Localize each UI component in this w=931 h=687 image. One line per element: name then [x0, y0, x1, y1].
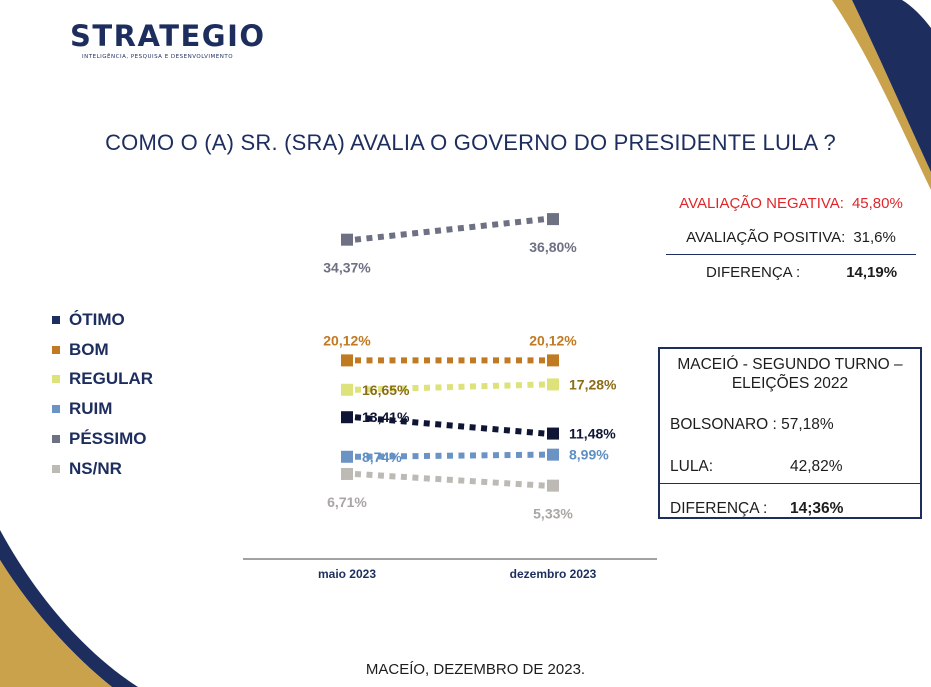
- series-line-regular: [354, 381, 546, 393]
- bolsonaro-row: BOLSONARO : 57,18%: [670, 416, 834, 434]
- election-title: MACEIÓ - SEGUNDO TURNO – ELEIÇÕES 2022: [677, 356, 903, 392]
- data-label-pessimo-1: 36,80%: [529, 239, 577, 255]
- data-label-regular-0: 16,65%: [362, 382, 410, 398]
- chart-legend: ÓTIMO BOM REGULAR RUIM PÉSSIMO NS/NR: [52, 305, 153, 484]
- legend-item-bom: BOM: [52, 335, 153, 365]
- footer-location-date: MACEÍO, DEZEMBRO DE 2023.: [365, 661, 586, 678]
- data-label-otimo-1: 11,48%: [569, 426, 616, 442]
- legend-item-ruim: RUIM: [52, 394, 153, 424]
- data-label-bom-1: 20,12%: [529, 332, 577, 348]
- legend-swatch-pessimo: [52, 435, 60, 444]
- legend-swatch-bom: [52, 345, 60, 354]
- legend-item-ns-nr: NS/NR: [52, 454, 153, 484]
- legend-label-otimo: ÓTIMO: [69, 309, 125, 329]
- legend-label-ruim: RUIM: [69, 399, 113, 419]
- data-point-bom-1: [547, 354, 559, 367]
- legend-swatch-regular: [52, 375, 60, 384]
- data-point-ns-nr-0: [341, 467, 353, 480]
- data-label-bom-0: 20,12%: [323, 332, 371, 348]
- lula-label: LULA:: [670, 458, 714, 475]
- x-tick-label-maio-2023: maio 2023: [318, 567, 376, 581]
- legend-label-regular: REGULAR: [69, 369, 154, 389]
- positive-evaluation-value: 31,6%: [853, 228, 896, 246]
- positive-evaluation-row: AVALIAÇÃO POSITIVA: 31,6%: [666, 220, 916, 254]
- negative-evaluation-row: AVALIAÇÃO NEGATIVA: 45,80%: [666, 186, 916, 220]
- legend-swatch-ruim: [52, 405, 60, 414]
- negative-evaluation-label: AVALIAÇÃO NEGATIVA:: [679, 194, 844, 212]
- legend-item-regular: REGULAR: [52, 365, 153, 395]
- data-point-ruim-1: [547, 448, 559, 461]
- election-difference-value: 14;36%: [790, 500, 844, 517]
- election-results-box: MACEIÓ - SEGUNDO TURNO – ELEIÇÕES 2022 B…: [658, 347, 922, 519]
- series-line-ruim: [354, 451, 546, 460]
- evaluation-summary: AVALIAÇÃO NEGATIVA: 45,80% AVALIAÇÃO POSI…: [666, 186, 916, 289]
- bolsonaro-label: BOLSONARO :: [670, 416, 777, 433]
- negative-evaluation-value: 45,80%: [851, 194, 903, 212]
- data-label-ruim-1: 8,99%: [569, 447, 609, 463]
- series-line-otimo: [354, 414, 546, 437]
- legend-label-ns-nr: NS/NR: [69, 458, 122, 478]
- data-point-pessimo-0: [341, 233, 353, 246]
- page-title: COMO O (A) SR. (SRA) AVALIA O GOVERNO DO…: [105, 130, 836, 155]
- data-point-pessimo-1: [547, 213, 559, 226]
- series-line-ns-nr: [354, 470, 546, 489]
- lula-value: 42,82%: [790, 458, 843, 475]
- bolsonaro-value: 57,18%: [781, 416, 834, 433]
- legend-item-otimo: ÓTIMO: [52, 305, 153, 335]
- election-difference-row: DIFERENÇA : 14;36%: [670, 500, 910, 518]
- legend-label-pessimo: PÉSSIMO: [69, 429, 147, 449]
- x-tick-label-dezembro-2023: dezembro 2023: [510, 567, 597, 581]
- data-point-otimo-0: [341, 411, 353, 424]
- evaluation-difference-row: DIFERENÇA : 14,19%: [666, 254, 916, 289]
- data-label-pessimo-0: 34,37%: [323, 260, 371, 276]
- data-label-ruim-0: 8,74%: [362, 449, 402, 465]
- data-label-ns-nr-1: 5,33%: [533, 506, 573, 522]
- legend-label-bom: BOM: [69, 339, 109, 359]
- data-point-regular-1: [547, 378, 559, 391]
- evaluation-difference-value: 14,19%: [846, 263, 898, 281]
- data-point-otimo-1: [547, 427, 559, 440]
- brand-name: STRATEGIO: [70, 19, 266, 53]
- election-difference-label: DIFERENÇA :: [670, 500, 768, 517]
- data-point-ruim-0: [341, 450, 353, 463]
- brand-tagline: INTELIGÊNCIA, PESQUISA E DESENVOLVIMENTO: [82, 54, 234, 60]
- legend-item-pessimo: PÉSSIMO: [52, 424, 153, 454]
- data-point-regular-0: [341, 383, 353, 396]
- lula-row: LULA: 42,82%: [670, 458, 910, 476]
- election-divider: [660, 483, 920, 484]
- data-point-bom-0: [341, 354, 353, 367]
- series-line-pessimo: [354, 216, 546, 243]
- legend-swatch-otimo: [52, 315, 60, 324]
- data-label-otimo-0: 13,41%: [362, 409, 410, 425]
- legend-swatch-ns-nr: [52, 464, 60, 473]
- data-label-ns-nr-0: 6,71%: [327, 494, 367, 510]
- brand-logo: STRATEGIO INTELIGÊNCIA, PESQUISA E DESEN…: [70, 19, 266, 61]
- positive-evaluation-label: AVALIAÇÃO POSITIVA:: [686, 228, 846, 246]
- evaluation-difference-label: DIFERENÇA :: [706, 263, 801, 281]
- data-label-regular-1: 17,28%: [569, 376, 617, 392]
- data-point-ns-nr-1: [547, 479, 559, 492]
